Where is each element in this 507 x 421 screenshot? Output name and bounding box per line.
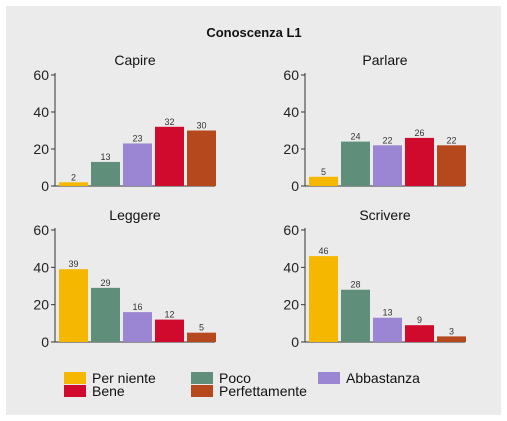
bar-capire-0 [59,182,88,186]
bar-parlare-0 [309,176,338,186]
bar-leggere-3 [155,319,184,342]
data-label: 32 [164,117,174,127]
y-tick-label: 60 [283,67,299,83]
y-tick-label: 40 [283,104,299,120]
panel-capire: Capire 0 20 40 60 2 13 23 32 30 [33,52,216,194]
y-tick-label: 40 [283,259,299,275]
data-label: 46 [318,246,328,256]
bar-parlare-3 [405,137,434,186]
bar-scrivere-4 [437,336,466,342]
y-tick-label: 0 [41,334,49,350]
bar-parlare-2 [373,145,402,186]
bar-parlare-1 [341,141,370,186]
legend-label: Poco [219,370,251,386]
y-tick-label: 20 [283,297,299,313]
legend-item: Poco [191,370,251,386]
legend-label: Perfettamente [219,383,307,399]
panel-leggere: Leggere 0 20 40 60 39 29 16 12 5 [33,207,216,350]
bar-capire-3 [155,126,184,186]
data-label: 5 [321,167,326,177]
data-label: 23 [132,133,142,143]
bar-capire-4 [187,130,216,186]
data-label: 22 [382,135,392,145]
legend-item: Perfettamente [191,383,307,399]
panel-title: Scrivere [359,207,411,223]
y-tick-label: 20 [33,297,49,313]
data-label: 13 [382,308,392,318]
y-tick-label: 40 [33,259,49,275]
data-label: 39 [68,259,78,269]
data-label: 2 [71,172,76,182]
bar-leggere-2 [123,312,152,342]
panel-scrivere: Scrivere 0 20 40 60 46 28 13 9 3 [283,207,466,350]
panel-title: Leggere [109,207,161,223]
data-label: 29 [100,278,110,288]
bar-scrivere-3 [405,325,434,342]
bar-scrivere-2 [373,317,402,342]
bar-capire-1 [91,161,120,186]
y-tick-label: 20 [33,141,49,157]
data-label: 3 [449,326,454,336]
data-label: 9 [417,315,422,325]
data-label: 5 [199,323,204,333]
legend-label: Abbastanza [346,370,420,386]
y-tick-label: 0 [291,334,299,350]
bar-capire-2 [123,143,152,186]
panel-parlare: Parlare 0 20 40 60 5 24 22 26 22 [283,52,466,194]
data-label: 16 [132,302,142,312]
legend-swatch [191,372,213,384]
chart-legend: Per niente Poco Abbastanza Bene Perfettament… [64,370,420,399]
bar-scrivere-1 [341,289,370,342]
data-label: 13 [100,152,110,162]
legend-item: Abbastanza [318,370,420,386]
y-tick-label: 40 [33,104,49,120]
panel-title: Parlare [362,52,407,68]
bar-leggere-1 [91,287,120,342]
data-label: 28 [350,280,360,290]
y-tick-label: 60 [33,222,49,238]
data-label: 24 [350,132,360,142]
y-tick-label: 20 [283,141,299,157]
chart-title: Conoscenza L1 [206,25,301,40]
y-tick-label: 0 [291,178,299,194]
legend-label: Bene [92,383,125,399]
data-label: 26 [414,128,424,138]
panel-title: Capire [114,52,155,68]
bar-leggere-0 [59,269,88,342]
legend-swatch [64,372,86,384]
legend-label: Per niente [92,370,156,386]
bar-parlare-4 [437,145,466,186]
data-label: 12 [164,310,174,320]
legend-item: Per niente [64,370,156,386]
legend-swatch [191,385,213,397]
y-tick-label: 0 [41,178,49,194]
data-label: 22 [446,135,456,145]
data-label: 30 [196,121,206,131]
bar-scrivere-0 [309,256,338,342]
y-tick-label: 60 [33,67,49,83]
legend-swatch [64,385,86,397]
legend-item: Bene [64,383,125,399]
legend-swatch [318,372,340,384]
bar-leggere-4 [187,332,216,342]
y-tick-label: 60 [283,222,299,238]
chart-figure: Conoscenza L1 Capire 0 20 40 60 2 13 23 32 30 Parl… [6,6,501,415]
